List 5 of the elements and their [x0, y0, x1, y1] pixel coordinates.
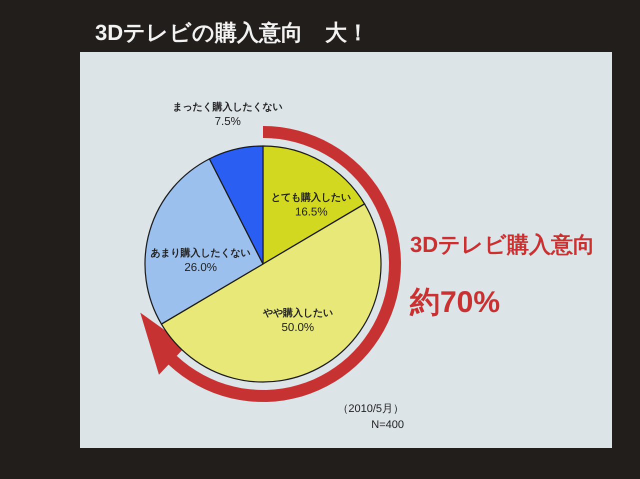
- annotation: （2010/5月）: [337, 403, 404, 415]
- annotation: 約70%: [410, 286, 500, 319]
- title: 3Dテレビの購入意向 大！: [95, 20, 370, 45]
- annotation: N=400: [371, 419, 404, 431]
- annotation: 3Dテレビ購入意向: [410, 232, 596, 257]
